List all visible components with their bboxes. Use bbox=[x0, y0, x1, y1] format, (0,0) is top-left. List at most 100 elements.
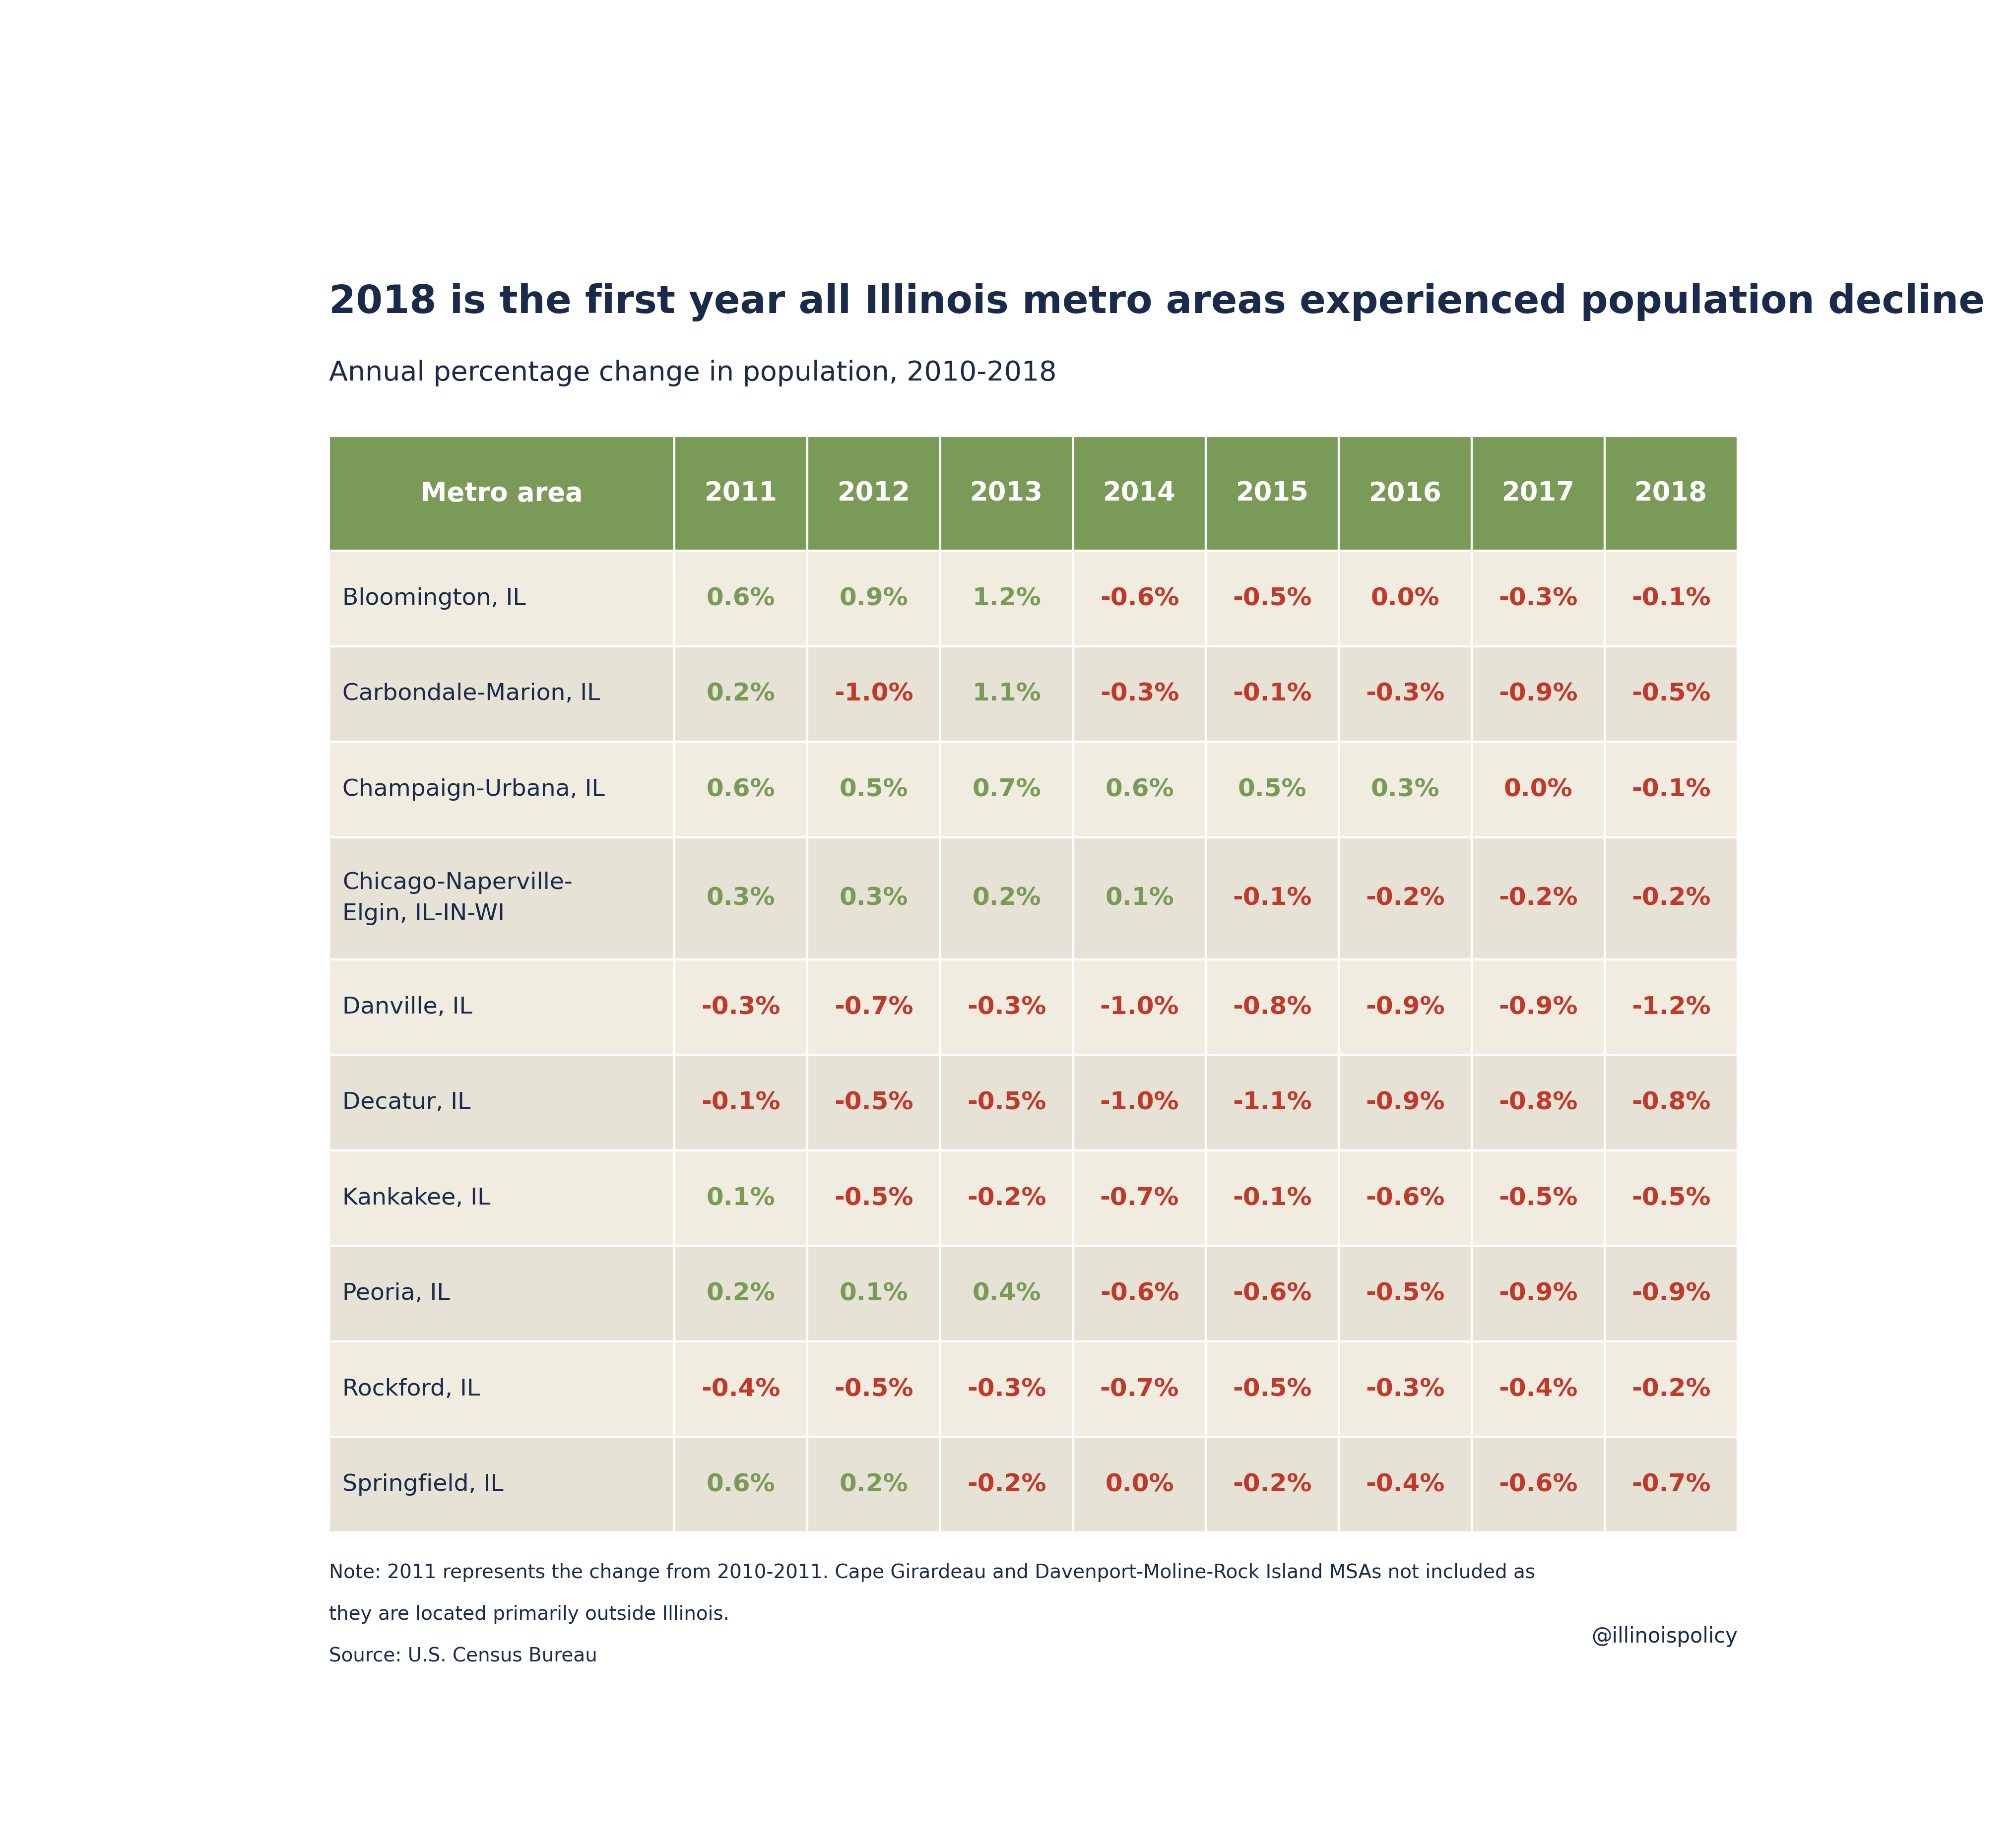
Bar bbox=[939, 1151, 1073, 1245]
Text: Peoria, IL: Peoria, IL bbox=[343, 1282, 450, 1304]
Bar bbox=[806, 437, 939, 551]
Bar bbox=[1605, 1055, 1738, 1151]
Text: -0.7%: -0.7% bbox=[1101, 1186, 1179, 1210]
Text: -0.3%: -0.3% bbox=[702, 995, 780, 1019]
Text: -0.4%: -0.4% bbox=[1498, 1378, 1579, 1402]
Bar bbox=[1206, 437, 1339, 551]
Bar bbox=[675, 1341, 806, 1437]
Bar bbox=[1339, 1437, 1472, 1533]
Text: Carbondale-Marion, IL: Carbondale-Marion, IL bbox=[343, 683, 601, 705]
Text: -0.3%: -0.3% bbox=[1498, 586, 1579, 610]
Bar bbox=[806, 647, 939, 742]
Text: Rockford, IL: Rockford, IL bbox=[343, 1378, 480, 1400]
Text: -0.2%: -0.2% bbox=[968, 1186, 1046, 1210]
Text: -0.5%: -0.5% bbox=[1365, 1282, 1445, 1306]
Bar bbox=[1339, 1245, 1472, 1341]
Text: -0.5%: -0.5% bbox=[1234, 1378, 1312, 1402]
Bar bbox=[1339, 1055, 1472, 1151]
Text: Danville, IL: Danville, IL bbox=[343, 997, 472, 1019]
Text: -0.9%: -0.9% bbox=[1498, 682, 1579, 705]
Text: -0.2%: -0.2% bbox=[1631, 886, 1712, 910]
Text: -0.1%: -0.1% bbox=[1631, 777, 1712, 801]
Text: Springfield, IL: Springfield, IL bbox=[343, 1474, 504, 1496]
Bar bbox=[1339, 437, 1472, 551]
Text: 2013: 2013 bbox=[970, 481, 1042, 507]
Bar bbox=[1206, 647, 1339, 742]
Bar bbox=[675, 960, 806, 1055]
Text: 0.2%: 0.2% bbox=[706, 1282, 776, 1306]
Text: -0.5%: -0.5% bbox=[1631, 1186, 1712, 1210]
Text: -0.6%: -0.6% bbox=[1101, 1282, 1179, 1306]
Bar bbox=[329, 1341, 675, 1437]
Text: 0.2%: 0.2% bbox=[972, 886, 1040, 910]
Bar bbox=[675, 437, 806, 551]
Text: 2011: 2011 bbox=[704, 481, 778, 507]
Bar bbox=[1605, 742, 1738, 838]
Text: -0.5%: -0.5% bbox=[835, 1090, 913, 1114]
Text: 2015: 2015 bbox=[1236, 481, 1308, 507]
Bar bbox=[806, 1341, 939, 1437]
Bar bbox=[939, 1341, 1073, 1437]
Text: -0.4%: -0.4% bbox=[1365, 1474, 1445, 1496]
Text: -0.6%: -0.6% bbox=[1234, 1282, 1312, 1306]
Text: -0.5%: -0.5% bbox=[1498, 1186, 1579, 1210]
Text: -0.3%: -0.3% bbox=[1101, 682, 1179, 705]
Text: @illinoispolicy: @illinoispolicy bbox=[1591, 1626, 1738, 1647]
Text: -0.5%: -0.5% bbox=[1234, 586, 1312, 610]
Text: -0.3%: -0.3% bbox=[1365, 1378, 1445, 1402]
Text: -0.6%: -0.6% bbox=[1498, 1474, 1579, 1496]
Text: 1.1%: 1.1% bbox=[972, 682, 1040, 705]
Bar bbox=[1339, 1151, 1472, 1245]
Bar bbox=[329, 742, 675, 838]
Text: -0.2%: -0.2% bbox=[968, 1474, 1046, 1496]
Bar bbox=[939, 1245, 1073, 1341]
Bar bbox=[1472, 742, 1605, 838]
Bar bbox=[939, 1055, 1073, 1151]
Text: -0.5%: -0.5% bbox=[968, 1090, 1046, 1114]
Bar bbox=[1339, 838, 1472, 960]
Text: Note: 2011 represents the change from 2010-2011. Cape Girardeau and Davenport-Mo: Note: 2011 represents the change from 20… bbox=[329, 1564, 1536, 1582]
Bar bbox=[1605, 437, 1738, 551]
Bar bbox=[1073, 838, 1206, 960]
Bar bbox=[806, 838, 939, 960]
Bar bbox=[939, 551, 1073, 647]
Text: 0.3%: 0.3% bbox=[839, 886, 907, 910]
Bar bbox=[1472, 1245, 1605, 1341]
Text: -0.8%: -0.8% bbox=[1631, 1090, 1712, 1114]
Text: -1.0%: -1.0% bbox=[835, 682, 913, 705]
Bar bbox=[675, 838, 806, 960]
Text: -0.3%: -0.3% bbox=[968, 995, 1046, 1019]
Text: 2018 is the first year all Illinois metro areas experienced population decline: 2018 is the first year all Illinois metr… bbox=[329, 284, 1984, 322]
Text: -0.9%: -0.9% bbox=[1498, 995, 1579, 1019]
Bar bbox=[1073, 1055, 1206, 1151]
Text: -0.6%: -0.6% bbox=[1365, 1186, 1445, 1210]
Bar bbox=[1605, 1341, 1738, 1437]
Text: -0.7%: -0.7% bbox=[1631, 1474, 1712, 1496]
Text: 0.0%: 0.0% bbox=[1105, 1474, 1173, 1496]
Text: -0.9%: -0.9% bbox=[1365, 1090, 1445, 1114]
Text: 0.6%: 0.6% bbox=[706, 777, 776, 801]
Bar bbox=[1073, 437, 1206, 551]
Bar bbox=[806, 960, 939, 1055]
Bar bbox=[329, 1437, 675, 1533]
Bar bbox=[1605, 960, 1738, 1055]
Bar bbox=[939, 437, 1073, 551]
Bar bbox=[939, 1437, 1073, 1533]
Text: -0.6%: -0.6% bbox=[1101, 586, 1179, 610]
Text: 0.3%: 0.3% bbox=[1371, 777, 1439, 801]
Text: -0.3%: -0.3% bbox=[968, 1378, 1046, 1402]
Text: -0.2%: -0.2% bbox=[1365, 886, 1445, 910]
Bar bbox=[1472, 1055, 1605, 1151]
Bar bbox=[1206, 960, 1339, 1055]
Text: 0.7%: 0.7% bbox=[972, 777, 1040, 801]
Text: -0.4%: -0.4% bbox=[702, 1378, 780, 1402]
Text: -0.7%: -0.7% bbox=[1101, 1378, 1179, 1402]
Bar bbox=[1339, 1341, 1472, 1437]
Text: they are located primarily outside Illinois.: they are located primarily outside Illin… bbox=[329, 1604, 730, 1625]
Bar bbox=[675, 1151, 806, 1245]
Bar bbox=[806, 551, 939, 647]
Text: 2016: 2016 bbox=[1369, 481, 1441, 507]
Text: Champaign-Urbana, IL: Champaign-Urbana, IL bbox=[343, 779, 605, 801]
Text: -0.2%: -0.2% bbox=[1234, 1474, 1312, 1496]
Bar bbox=[1472, 838, 1605, 960]
